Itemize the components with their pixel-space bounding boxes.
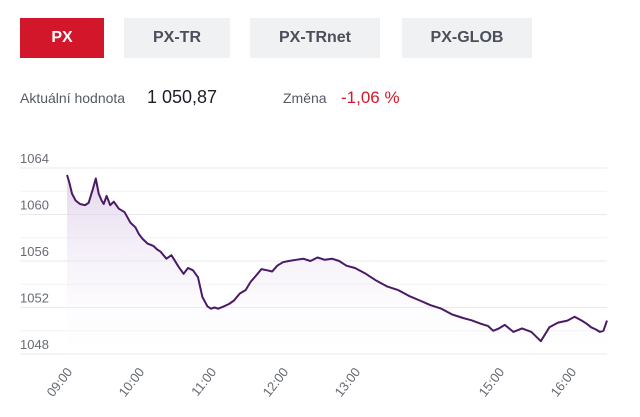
y-tick-label: 1056 — [20, 244, 49, 259]
chart-area — [67, 175, 607, 354]
x-tick-label: 10:00 — [116, 365, 148, 400]
tab-px-tr[interactable]: PX-TR — [124, 18, 230, 58]
y-tick-label: 1052 — [20, 291, 49, 306]
x-tick-label: 16:00 — [548, 365, 580, 400]
y-tick-label: 1064 — [20, 151, 49, 166]
change-label: Změna — [283, 90, 327, 106]
area-fill — [67, 175, 607, 354]
current-value-label: Aktuální hodnota — [20, 90, 126, 106]
current-value: 1 050,87 — [147, 87, 218, 107]
y-tick-label: 1048 — [20, 337, 49, 352]
y-axis: 1048 1052 1056 1060 1064 — [20, 151, 49, 352]
tab-px[interactable]: PX — [20, 18, 104, 58]
series-line — [66, 174, 608, 343]
x-tick-label: 13:00 — [332, 365, 364, 400]
chart-line — [66, 174, 608, 343]
x-tick-label: 09:00 — [44, 365, 76, 400]
change-value: -1,06 % — [341, 88, 400, 107]
tab-px-glob[interactable]: PX-GLOB — [402, 18, 532, 58]
x-tick-label: 11:00 — [188, 365, 219, 399]
index-summary: Aktuální hodnota 1 050,87 Změna -1,06 % — [20, 86, 640, 110]
x-axis: 09:00 10:00 11:00 12:00 13:00 15:00 16:00 — [44, 365, 580, 400]
x-tick-label: 12:00 — [260, 365, 292, 400]
y-tick-label: 1060 — [20, 198, 49, 213]
tab-px-trnet[interactable]: PX-TRnet — [250, 18, 380, 58]
x-tick-label: 15:00 — [476, 365, 508, 400]
